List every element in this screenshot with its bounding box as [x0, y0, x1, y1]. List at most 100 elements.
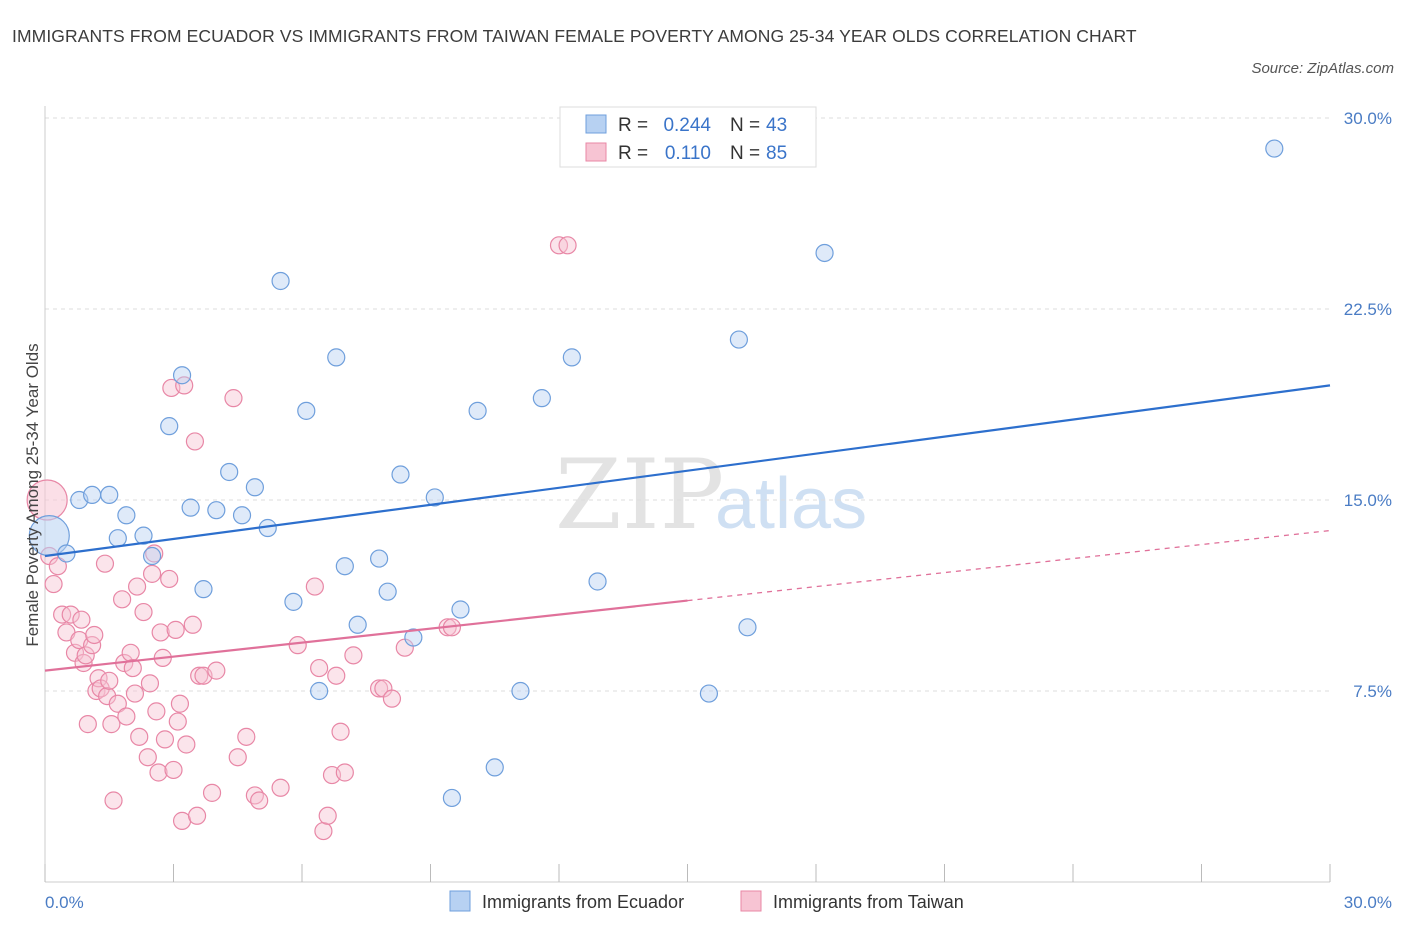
- trend-line-taiwan: [44, 599, 688, 672]
- point-ecuador-12: [194, 580, 213, 599]
- point-ecuador-41: [815, 243, 834, 263]
- legend-n-value-taiwan: 85: [766, 143, 787, 164]
- point-taiwan-51: [183, 615, 202, 634]
- point-taiwan-73: [344, 646, 363, 665]
- point-ecuador-15: [232, 506, 252, 525]
- point-taiwan-6: [61, 605, 80, 624]
- legend-r-label-taiwan: R =: [618, 143, 648, 164]
- point-taiwan-23: [108, 694, 127, 713]
- point-ecuador-31: [451, 600, 470, 619]
- point-ecuador-33: [485, 758, 504, 777]
- point-taiwan-62: [250, 791, 269, 810]
- point-taiwan-65: [305, 577, 324, 596]
- legend-swatch-ecuador: [585, 114, 607, 134]
- watermark-atlas: atlas: [715, 464, 867, 544]
- x-tick-label-min: 0.0%: [45, 893, 84, 912]
- point-ecuador-24: [348, 615, 367, 634]
- y-tick-label-3: 30.0%: [1344, 109, 1392, 128]
- series-legend: Immigrants from Ecuador Immigrants from T…: [449, 890, 964, 912]
- point-ecuador-8: [142, 546, 162, 566]
- point-taiwan-31: [130, 727, 149, 746]
- point-taiwan-26: [117, 707, 136, 726]
- point-taiwan-53: [187, 806, 207, 825]
- point-ecuador-13: [207, 501, 226, 520]
- point-taiwan-14: [85, 625, 104, 645]
- point-taiwan-45: [166, 620, 185, 639]
- series-legend-label-taiwan: Immigrants from Taiwan: [773, 892, 964, 912]
- point-taiwan-28: [123, 658, 142, 678]
- point-taiwan-68: [318, 806, 337, 825]
- point-taiwan-9: [72, 610, 91, 629]
- point-ecuador-10: [172, 366, 192, 385]
- point-ecuador-42: [1265, 139, 1284, 158]
- point-ecuador-14: [220, 462, 239, 482]
- point-taiwan-71: [331, 722, 350, 741]
- point-taiwan-56: [202, 783, 222, 802]
- point-taiwan-58: [224, 389, 243, 408]
- point-taiwan-57: [207, 661, 226, 680]
- point-ecuador-5: [108, 529, 127, 548]
- point-ecuador-34: [511, 681, 530, 701]
- point-taiwan-35: [142, 564, 162, 583]
- point-ecuador-23: [335, 557, 354, 576]
- point-ecuador-3: [83, 485, 102, 505]
- point-taiwan-70: [327, 666, 346, 685]
- point-taiwan-66: [310, 658, 329, 678]
- point-taiwan-20: [100, 671, 119, 690]
- point-taiwan-81: [558, 236, 577, 255]
- point-taiwan-74: [370, 679, 389, 698]
- point-taiwan-64: [288, 636, 307, 655]
- point-ecuador-39: [729, 330, 749, 349]
- point-taiwan-54: [190, 666, 209, 685]
- point-taiwan-38: [149, 763, 168, 782]
- trend-line-taiwan-extrapolated: [687, 529, 1331, 602]
- point-ecuador-11: [181, 498, 200, 517]
- y-axis-label: Female Poverty Among 25-34 Year Olds: [23, 343, 42, 646]
- series-taiwan-points: [26, 236, 577, 841]
- point-ecuador-35: [532, 389, 551, 408]
- point-taiwan-63: [271, 778, 290, 797]
- point-taiwan-18: [95, 554, 115, 573]
- trend-line-ecuador: [44, 384, 1331, 558]
- point-ecuador-32: [468, 401, 487, 420]
- point-taiwan-52: [185, 432, 205, 451]
- point-ecuador-38: [699, 684, 719, 703]
- point-taiwan-12: [78, 715, 97, 734]
- point-taiwan-44: [164, 760, 183, 780]
- point-taiwan-36: [145, 544, 164, 563]
- point-taiwan-76: [382, 689, 402, 708]
- point-taiwan-21: [102, 715, 121, 734]
- point-taiwan-50: [177, 735, 196, 754]
- legend-n-value-ecuador: 43: [766, 115, 787, 136]
- point-taiwan-37: [147, 702, 166, 721]
- point-taiwan-34: [140, 674, 160, 693]
- point-ecuador-37: [588, 572, 607, 591]
- point-taiwan-72: [335, 763, 354, 782]
- series-legend-swatch-taiwan: [740, 890, 762, 912]
- point-taiwan-41: [155, 730, 175, 749]
- point-taiwan-22: [104, 791, 123, 810]
- point-taiwan-11: [76, 646, 95, 665]
- point-ecuador-28: [404, 628, 423, 647]
- point-taiwan-46: [168, 712, 187, 731]
- point-ecuador-6: [117, 506, 136, 525]
- point-taiwan-47: [170, 694, 190, 713]
- point-taiwan-30: [127, 577, 147, 596]
- correlation-legend: R = 0.244 N = 43 R = 0.110 N = 85: [559, 106, 817, 168]
- point-ecuador-25: [370, 549, 389, 568]
- point-ecuador-19: [284, 592, 303, 611]
- x-tick-label-max: 30.0%: [1344, 893, 1392, 912]
- legend-r-value-taiwan: 0.110: [665, 143, 711, 164]
- watermark: ZIP atlas: [555, 439, 867, 551]
- point-taiwan-2: [44, 574, 63, 594]
- legend-n-label-taiwan: N =: [730, 143, 760, 164]
- legend-swatch-taiwan: [585, 142, 607, 162]
- point-ecuador-4: [100, 485, 119, 505]
- point-taiwan-33: [138, 748, 157, 767]
- y-tick-label-1: 15.0%: [1344, 491, 1392, 510]
- point-ecuador-16: [245, 478, 264, 497]
- point-taiwan-67: [314, 821, 333, 841]
- point-ecuador-27: [391, 465, 410, 484]
- series-legend-swatch-ecuador: [449, 890, 471, 912]
